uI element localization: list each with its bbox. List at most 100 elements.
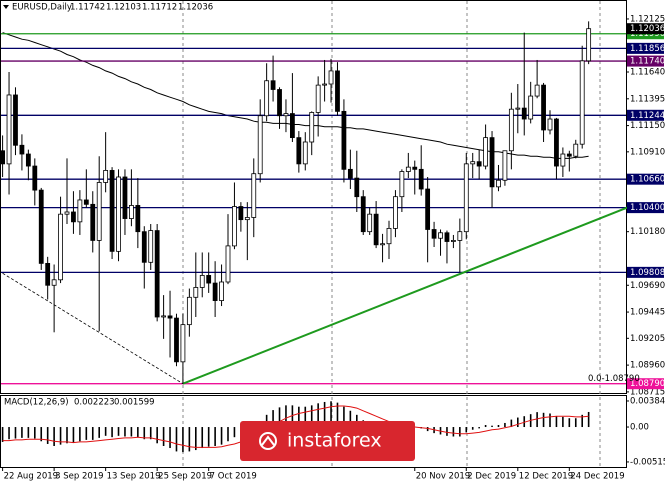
candle-body [219,281,224,301]
level-label: 1.11856 [630,44,665,54]
candle-body [161,315,167,318]
candle-body [96,182,102,241]
candle-body [232,206,237,247]
candle-body [186,296,192,326]
candle-body [128,205,134,219]
candle-body [354,177,360,198]
y-tick-label: 1.09445 [630,308,665,318]
candle-body [302,141,308,165]
candle-body [438,232,443,239]
candle-body [322,83,328,86]
candle-body [521,107,527,120]
candle-body [508,108,514,152]
x-tick-label: 3 Sep 2019 [55,472,103,482]
level-label: 1.11244 [630,111,665,121]
macd-value: 0.002223 [74,398,115,408]
x-tick-label: 7 Oct 2019 [210,472,257,482]
candle-body [225,245,231,283]
y-tick-label: 1.12125 [630,14,665,24]
candle-body [141,231,147,263]
candle-body [90,203,96,241]
y-tick-label: 1.09690 [630,281,665,291]
candle-body [328,70,334,85]
watermark-box [240,421,415,461]
main-panel [0,0,627,394]
candle-body [444,232,450,242]
candle-body [174,317,179,363]
candle-body [238,206,244,221]
candle-body [534,84,540,97]
candle-body [418,168,424,190]
y-tick-label: 0.003845 [630,396,665,406]
level-label: 1.09808 [630,268,665,278]
candle-body [483,137,489,167]
candle-body [167,315,173,319]
candle-body [341,110,347,170]
candle-body [6,94,12,165]
x-tick-label: 25 Sep 2019 [158,472,212,482]
level-label-box [627,55,664,67]
signal-line [2,405,589,448]
main-layer [0,21,628,453]
level-label: 1.10660 [630,175,665,185]
candle-body [103,170,109,183]
watermark-icon [259,432,277,450]
fibo-label: 0.0-1.08790 [588,374,640,384]
candle-body [367,213,373,233]
candle-body [19,144,25,155]
candle-body [199,275,205,288]
level-label-box [627,378,664,390]
candle-body [573,143,579,157]
candle-body [244,217,250,221]
x-tick-label: 2 Dec 2019 [467,472,516,482]
candle-body [283,113,289,117]
candle-body [289,113,295,139]
level-label-box [627,173,664,185]
header-price: 1.11712 [142,3,177,13]
header-price: 1.11742 [70,3,105,13]
candle-body [528,95,534,120]
y-tick-label: 1.11150 [630,121,665,131]
candle-body [71,211,76,223]
candle-body [116,176,121,252]
x-tick-label: 22 Aug 2019 [4,472,58,482]
candle-body [206,275,212,284]
signal-value: 0.001599 [114,398,155,408]
y-tick-label: 1.08960 [630,361,665,371]
level-label-box [627,202,664,214]
y-tick-label: -0.005154 [630,457,665,467]
candle-body [470,161,476,165]
candle-body [431,229,437,239]
level-label-box [627,266,664,278]
symbol-arrow [3,5,9,9]
candle-body [457,231,463,241]
candle-body [463,163,469,233]
trendline [182,206,628,385]
candle-body [277,89,282,117]
candle-body [135,205,141,233]
current-price: 1.12036 [630,24,665,34]
y-tick-label: 1.09205 [630,334,665,344]
y-tick-label: 1.11395 [630,94,665,104]
candle-body [180,324,186,363]
candle-body [212,282,218,301]
candle-body [380,243,385,246]
top-layer: 1.12125 1.11640 1.11395 1.11150 1.10910 1.101… [2,3,665,482]
candle-body [251,173,257,218]
candle-body [425,188,431,230]
candle-body [45,262,51,286]
trendline [2,272,184,385]
candle-body [360,196,366,233]
y-tick-label: 1.08715 [630,387,665,397]
candle-body [566,153,572,157]
candle-body [496,179,501,188]
candle-body [347,168,353,179]
candle-body [83,199,89,205]
price-label-box [627,23,664,35]
candle-body [193,287,199,298]
candle-body [541,84,546,131]
level-label: 1.10400 [630,203,665,213]
candle-body [554,118,559,167]
y-tick-label: 0.00 [630,423,649,433]
candle-body [296,137,302,165]
